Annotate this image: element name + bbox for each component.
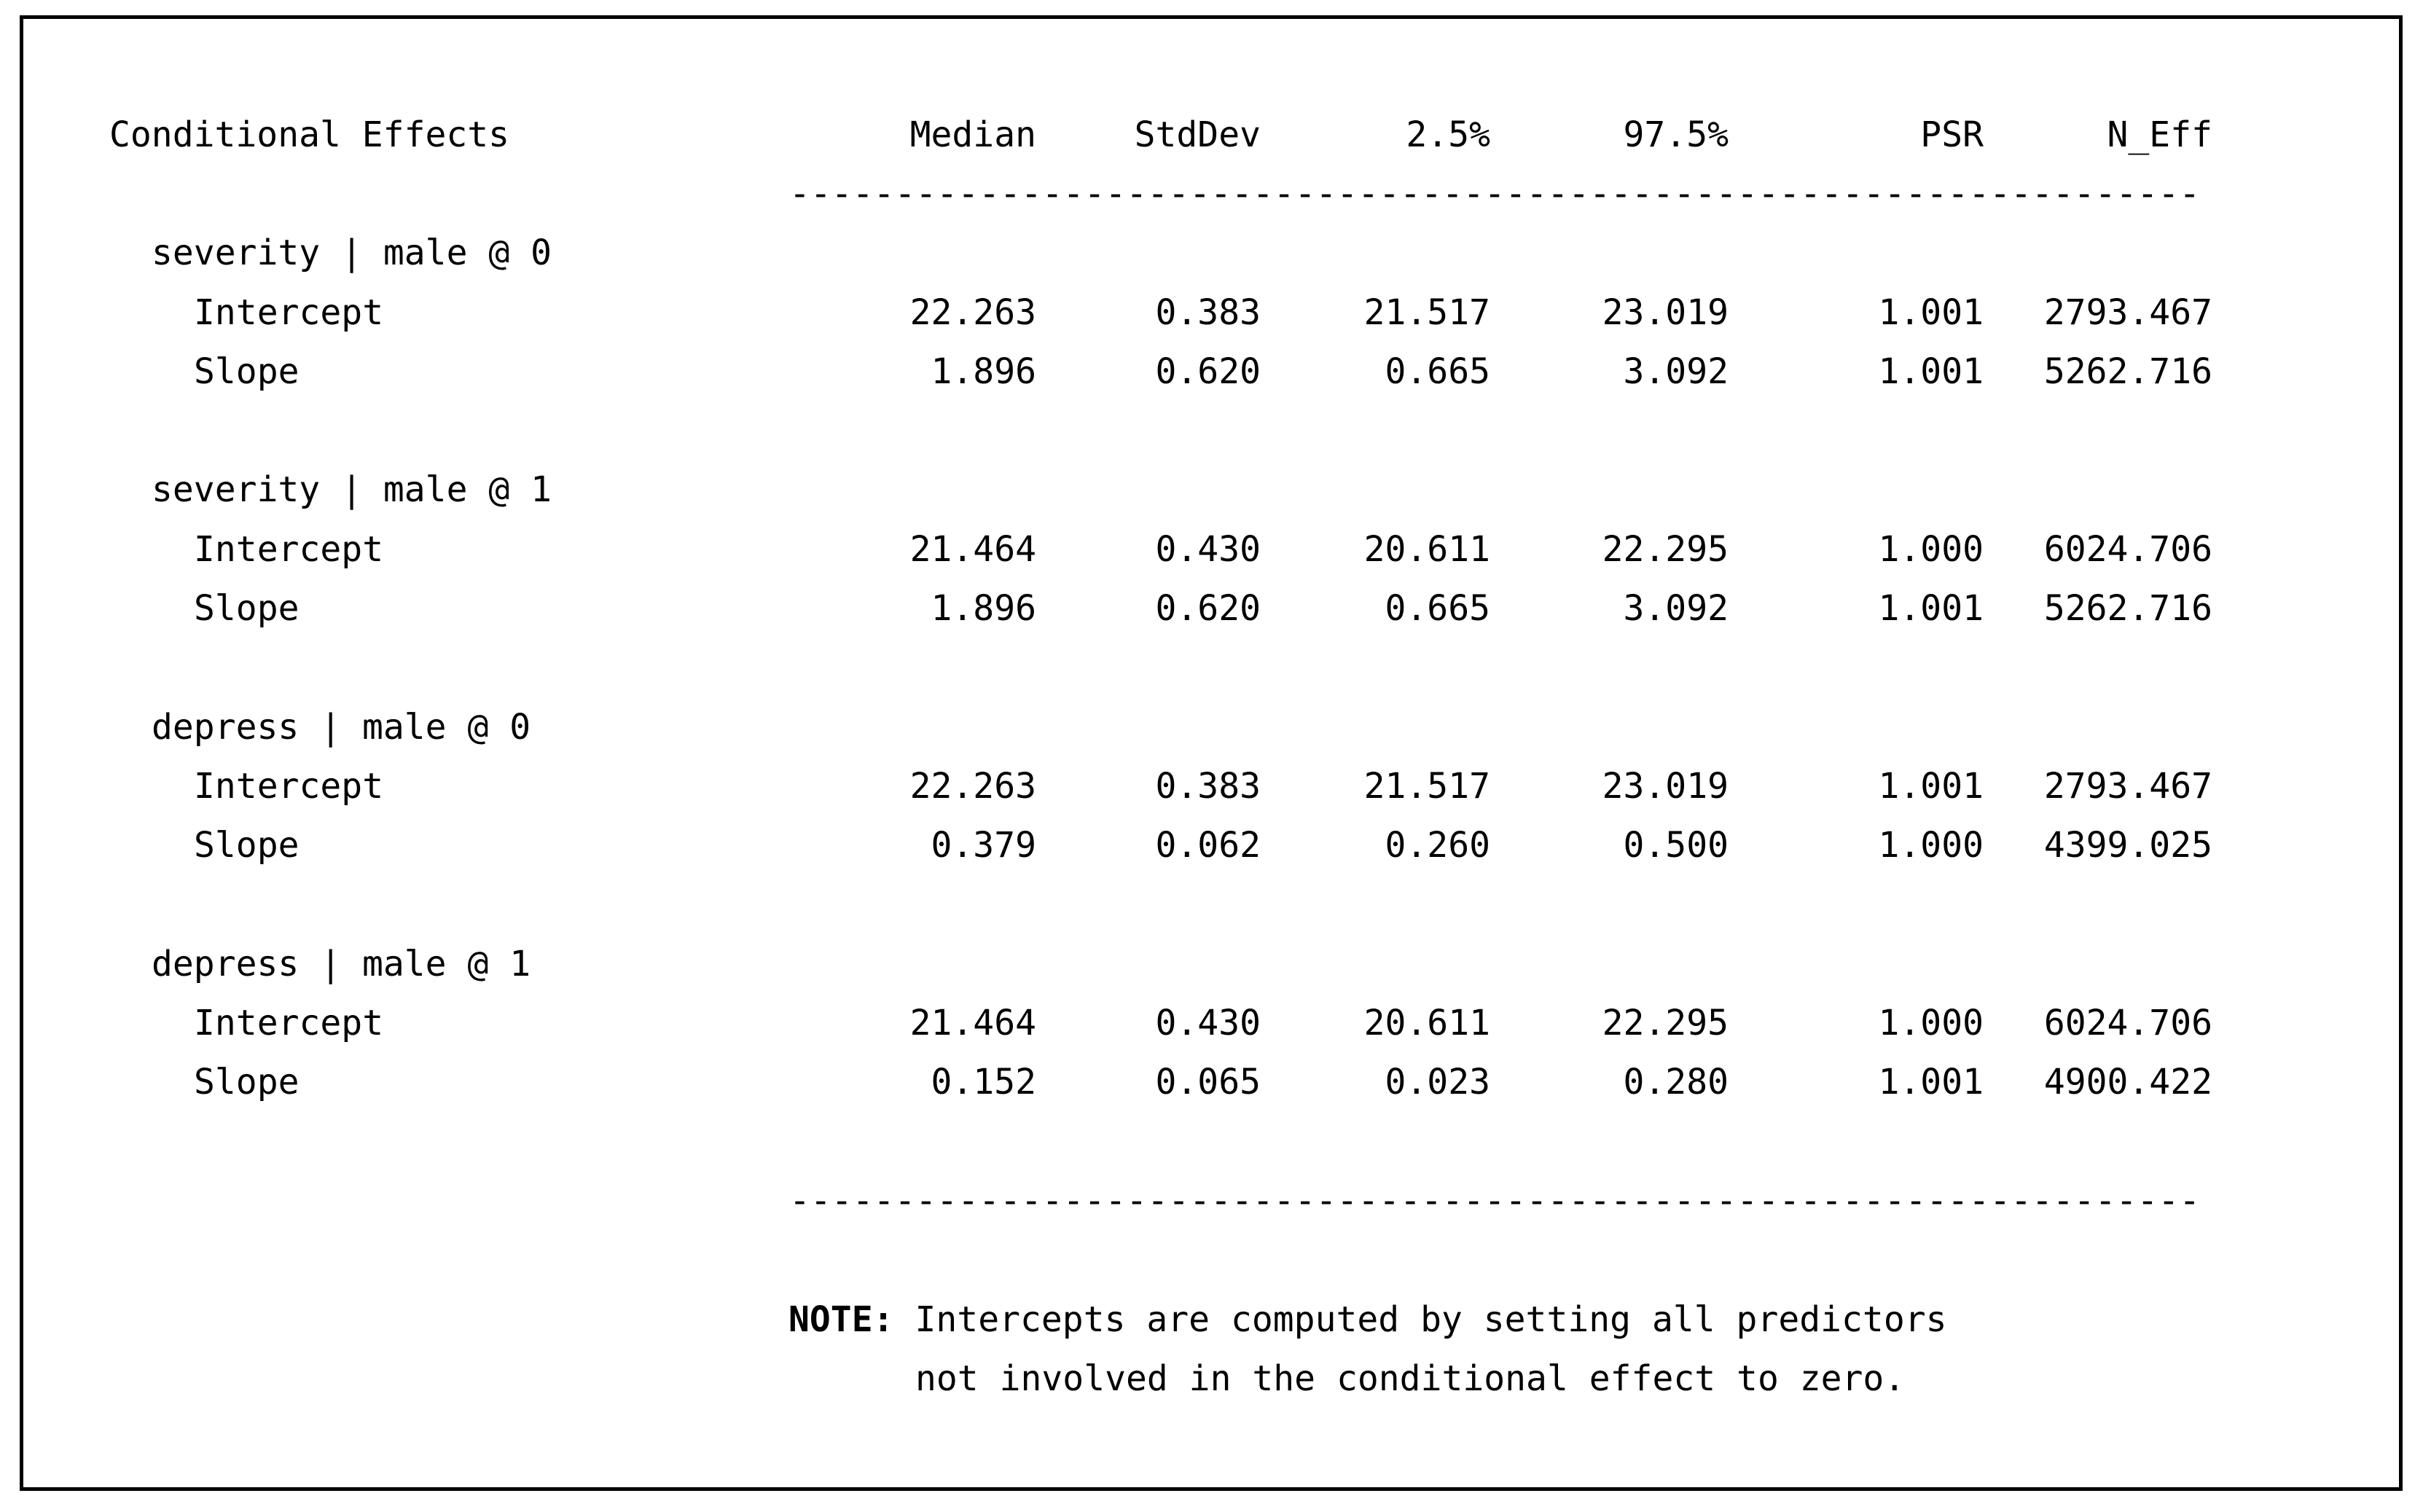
cell-median: 0.379 [931, 825, 1037, 866]
cell-neff: 4900.422 [2043, 1062, 2212, 1103]
row-label: Intercept [194, 1003, 384, 1044]
row-label: Slope [194, 1062, 300, 1103]
cell-median: 1.896 [931, 588, 1037, 630]
cell-2-5: 0.665 [1385, 350, 1491, 392]
cell-psr: 1.001 [1878, 291, 1984, 333]
cell-stddev: 0.430 [1155, 1003, 1261, 1044]
cell-psr: 1.000 [1878, 825, 1984, 866]
cell-97-5: 22.295 [1602, 528, 1729, 570]
table-row: Intercept 22.263 0.383 21.517 23.019 1.0… [0, 283, 2423, 342]
divider-bottom: ----------------------------------------… [0, 1171, 2423, 1230]
divider-top: ----------------------------------------… [0, 164, 2423, 223]
cell-median: 22.263 [909, 765, 1036, 807]
table-row: Intercept 21.464 0.430 20.611 22.295 1.0… [0, 520, 2423, 579]
note-text-1: Intercepts are computed by setting all p… [915, 1298, 1947, 1340]
group-header: severity | male @ 1 [0, 461, 2423, 520]
column-header-stddev: StdDev [1134, 114, 1261, 155]
cell-2-5: 0.023 [1385, 1062, 1491, 1103]
cell-median: 22.263 [909, 291, 1036, 333]
cell-stddev: 0.383 [1155, 765, 1261, 807]
group-header: severity | male @ 0 [0, 224, 2423, 283]
column-header-psr: PSR [1920, 114, 1984, 155]
cell-stddev: 0.062 [1155, 825, 1261, 866]
column-header-97-5: 97.5% [1623, 114, 1729, 155]
table-row: Slope 0.152 0.065 0.023 0.280 1.001 4900… [0, 1053, 2423, 1112]
note-line-1: NOTE: Intercepts are computed by setting … [0, 1290, 2423, 1349]
row-label: Intercept [194, 291, 384, 333]
cell-2-5: 0.665 [1385, 588, 1491, 630]
divider-dashes: ----------------------------------------… [789, 173, 2201, 214]
cell-psr: 1.001 [1878, 765, 1984, 807]
cell-97-5: 3.092 [1623, 350, 1729, 392]
row-label: Slope [194, 825, 300, 866]
cell-97-5: 0.500 [1623, 825, 1729, 866]
cell-2-5: 21.517 [1363, 765, 1490, 807]
table-row: Slope 1.896 0.620 0.665 3.092 1.001 5262… [0, 579, 2423, 638]
group-header: depress | male @ 0 [0, 697, 2423, 756]
spacer [0, 401, 2423, 460]
header-row: Conditional Effects Median StdDev 2.5% 9… [0, 105, 2423, 164]
output-border [20, 15, 2403, 1491]
cell-neff: 2793.467 [2043, 765, 2212, 807]
table-row: Slope 1.896 0.620 0.665 3.092 1.001 5262… [0, 342, 2423, 401]
cell-median: 0.152 [931, 1062, 1037, 1103]
spacer [0, 1231, 2423, 1290]
cell-psr: 1.000 [1878, 1003, 1984, 1044]
spacer [0, 1112, 2423, 1171]
group-header-label: depress | male @ 0 [152, 706, 531, 748]
note-line-2: not involved in the conditional effect t… [0, 1349, 2423, 1408]
cell-median: 21.464 [909, 1003, 1036, 1044]
cell-neff: 6024.706 [2043, 528, 2212, 570]
cell-psr: 1.001 [1878, 588, 1984, 630]
cell-97-5: 22.295 [1602, 1003, 1729, 1044]
group-header-label: severity | male @ 1 [152, 469, 552, 511]
cell-neff: 5262.716 [2043, 588, 2212, 630]
divider-dashes: ----------------------------------------… [789, 1180, 2201, 1221]
cell-neff: 6024.706 [2043, 1003, 2212, 1044]
cell-median: 21.464 [909, 528, 1036, 570]
cell-psr: 1.000 [1878, 528, 1984, 570]
cell-97-5: 23.019 [1602, 291, 1729, 333]
column-header-median: Median [909, 114, 1036, 155]
note-label: NOTE: [788, 1298, 894, 1340]
cell-2-5: 20.611 [1363, 528, 1490, 570]
cell-97-5: 3.092 [1623, 588, 1729, 630]
table-row: Intercept 22.263 0.383 21.517 23.019 1.0… [0, 756, 2423, 815]
cell-psr: 1.001 [1878, 1062, 1984, 1103]
stats-output-table: Conditional Effects Median StdDev 2.5% 9… [0, 105, 2423, 1409]
cell-stddev: 0.430 [1155, 528, 1261, 570]
group-header-label: depress | male @ 1 [152, 943, 531, 984]
table-row: Intercept 21.464 0.430 20.611 22.295 1.0… [0, 993, 2423, 1052]
cell-2-5: 21.517 [1363, 291, 1490, 333]
spacer [0, 638, 2423, 697]
row-label: Intercept [194, 528, 384, 570]
cell-stddev: 0.065 [1155, 1062, 1261, 1103]
cell-2-5: 0.260 [1385, 825, 1491, 866]
cell-median: 1.896 [931, 350, 1037, 392]
cell-neff: 5262.716 [2043, 350, 2212, 392]
note-text-2: not involved in the conditional effect t… [915, 1358, 1906, 1399]
spacer [0, 875, 2423, 934]
row-label: Slope [194, 588, 300, 630]
cell-stddev: 0.620 [1155, 588, 1261, 630]
cell-97-5: 0.280 [1623, 1062, 1729, 1103]
cell-psr: 1.001 [1878, 350, 1984, 392]
column-header-2-5: 2.5% [1406, 114, 1490, 155]
cell-97-5: 23.019 [1602, 765, 1729, 807]
table-row: Slope 0.379 0.062 0.260 0.500 1.000 4399… [0, 816, 2423, 875]
group-header: depress | male @ 1 [0, 934, 2423, 993]
cell-neff: 4399.025 [2043, 825, 2212, 866]
row-label: Slope [194, 350, 300, 392]
column-header-neff: N_Eff [2107, 114, 2213, 155]
cell-neff: 2793.467 [2043, 291, 2212, 333]
cell-stddev: 0.383 [1155, 291, 1261, 333]
group-header-label: severity | male @ 0 [152, 232, 552, 274]
cell-stddev: 0.620 [1155, 350, 1261, 392]
table-title: Conditional Effects [109, 114, 510, 155]
row-label: Intercept [194, 765, 384, 807]
cell-2-5: 20.611 [1363, 1003, 1490, 1044]
